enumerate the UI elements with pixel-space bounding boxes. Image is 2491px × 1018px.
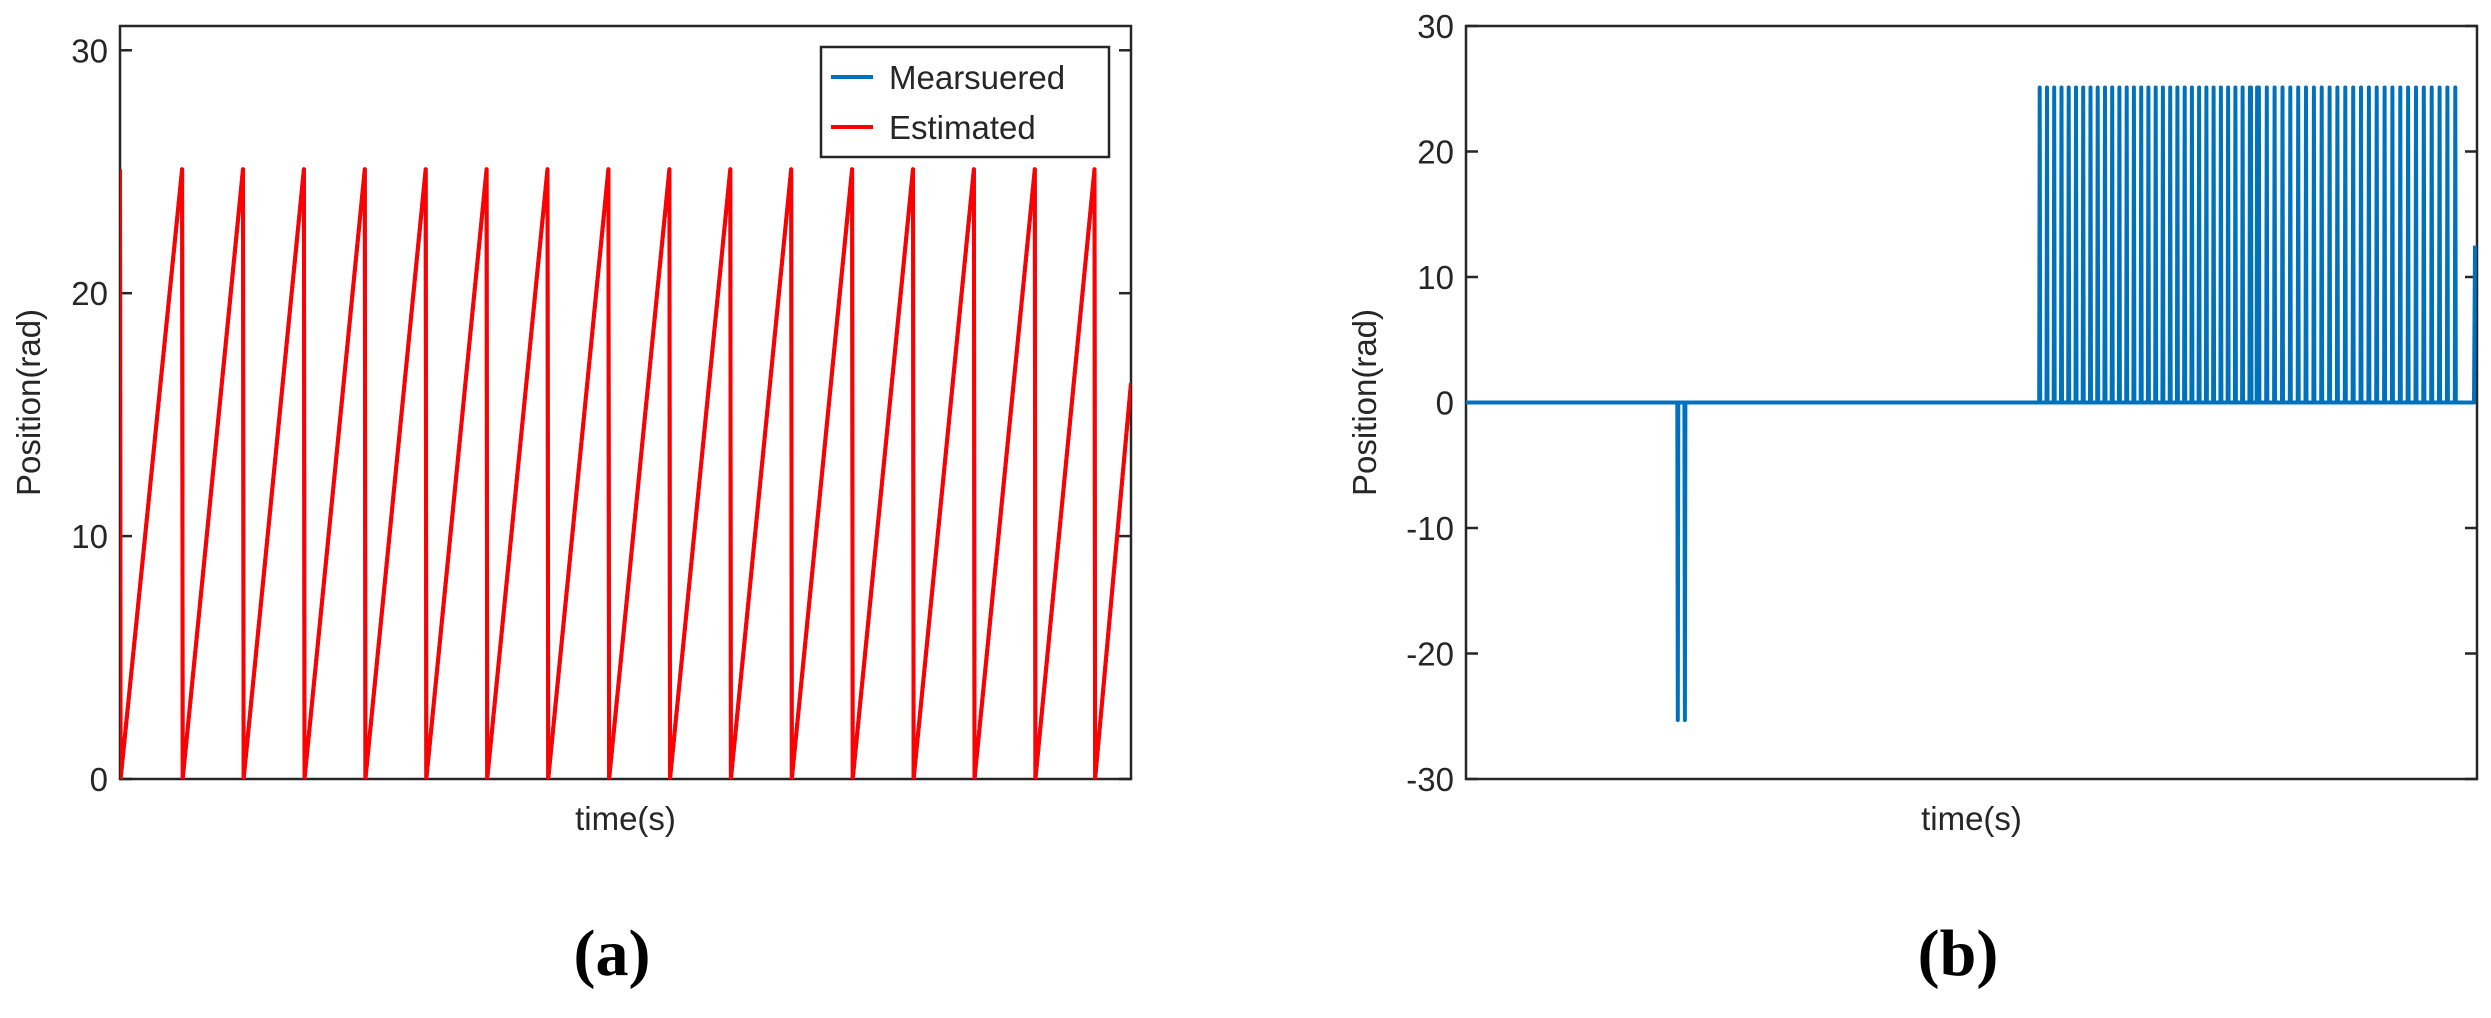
y-tick-label: 10 <box>1417 259 1454 296</box>
x-axis-label: time(s) <box>1921 800 2022 837</box>
y-tick-label: 20 <box>71 275 108 312</box>
y-tick-label: -30 <box>1406 761 1454 798</box>
y-tick-label: 30 <box>1417 8 1454 45</box>
series-line-estimated <box>120 167 1131 779</box>
panel-label: (a) <box>574 917 651 990</box>
y-tick-label: 10 <box>71 518 108 555</box>
y-tick-label: 0 <box>90 761 108 798</box>
panel-label: (b) <box>1918 917 1999 990</box>
y-tick-label: -20 <box>1406 636 1454 673</box>
x-axis-label: time(s) <box>575 800 676 837</box>
y-tick-label: -10 <box>1406 510 1454 547</box>
y-tick-label: 0 <box>1436 385 1454 422</box>
series-line-data <box>1466 85 2477 722</box>
series-group <box>120 167 1131 779</box>
legend-entry-mearsuered: Mearsuered <box>889 59 1065 96</box>
y-tick-label: 30 <box>71 32 108 69</box>
series-group <box>1466 85 2477 722</box>
chart-b: -30 -20 -10 0 10 20 30 time(s) Position(rad) (b) <box>1346 8 2479 990</box>
legend-entry-estimated: Estimated <box>889 109 1036 146</box>
y-axis-label: Position(rad) <box>10 309 47 496</box>
y-tick-label: 20 <box>1417 134 1454 171</box>
legend-box <box>819 45 1111 159</box>
y-axis-label: Position(rad) <box>1346 309 1383 496</box>
legend: Mearsuered Estimated <box>819 45 1111 159</box>
chart-a: 0 10 20 30 time(s) Position(rad) (a) Mearsuered… <box>10 24 1133 990</box>
